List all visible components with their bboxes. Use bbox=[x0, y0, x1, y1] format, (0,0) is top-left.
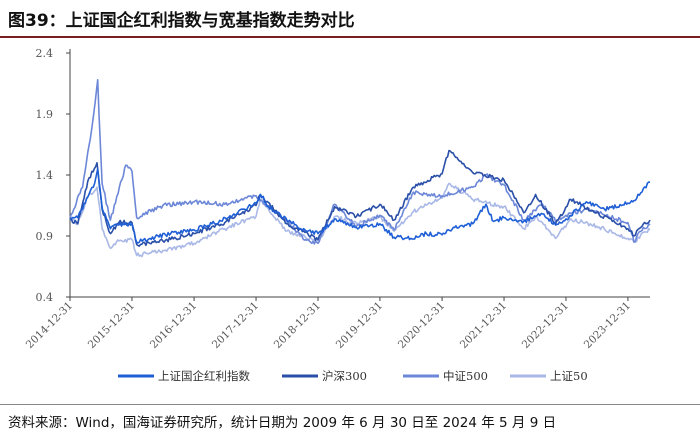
figure-title: 图39：上证国企红利指数与宽基指数走势对比 bbox=[8, 11, 355, 31]
y-tick-label: 1.9 bbox=[36, 108, 54, 121]
x-tick-label: 2016-12-31 bbox=[148, 300, 199, 351]
figure-header: 图39：上证国企红利指数与宽基指数走势对比 bbox=[0, 0, 700, 40]
x-tick-label: 2019-12-31 bbox=[334, 300, 385, 351]
source-divider bbox=[0, 404, 700, 405]
legend-label-3: 上证50 bbox=[550, 369, 588, 383]
y-tick-label: 0.9 bbox=[36, 230, 54, 243]
series-line-1 bbox=[69, 149, 651, 247]
series-line-3 bbox=[69, 182, 651, 258]
series-line-0 bbox=[69, 168, 651, 244]
chart-series bbox=[69, 79, 651, 258]
series-line-2 bbox=[69, 79, 651, 245]
legend-label-1: 沪深300 bbox=[322, 369, 367, 383]
x-tick-label: 2020-12-31 bbox=[396, 300, 447, 351]
y-tick-label: 1.4 bbox=[36, 169, 54, 182]
x-tick-label: 2021-12-31 bbox=[458, 300, 509, 351]
x-tick-label: 2017-12-31 bbox=[210, 300, 261, 351]
x-tick-label: 2023-12-31 bbox=[582, 300, 633, 351]
x-tick-label: 2014-12-31 bbox=[24, 300, 75, 351]
source-note: 资料来源：Wind，国海证券研究所，统计日期为 2009 年 6 月 30 日至… bbox=[8, 415, 557, 431]
x-tick-label: 2022-12-31 bbox=[520, 300, 571, 351]
y-tick-label: 0.4 bbox=[36, 291, 54, 304]
x-tick-label: 2015-12-31 bbox=[86, 300, 137, 351]
chart-area: 0.4 0.9 1.4 1.9 2.4 2014-12-31 2015-12-31 2016-… bbox=[0, 40, 700, 405]
y-tick-label: 2.4 bbox=[36, 47, 54, 60]
title-divider bbox=[0, 36, 700, 38]
legend-label-2: 中证500 bbox=[443, 369, 488, 383]
legend-label-0: 上证国企红利指数 bbox=[158, 369, 250, 383]
chart-legend: 上证国企红利指数 沪深300 中证500 上证50 bbox=[118, 369, 588, 383]
x-tick-label: 2018-12-31 bbox=[272, 300, 323, 351]
chart-axes: 0.4 0.9 1.4 1.9 2.4 2014-12-31 2015-12-31 2016-… bbox=[24, 47, 650, 351]
line-chart: 0.4 0.9 1.4 1.9 2.4 2014-12-31 2015-12-31 2016-… bbox=[24, 47, 651, 383]
